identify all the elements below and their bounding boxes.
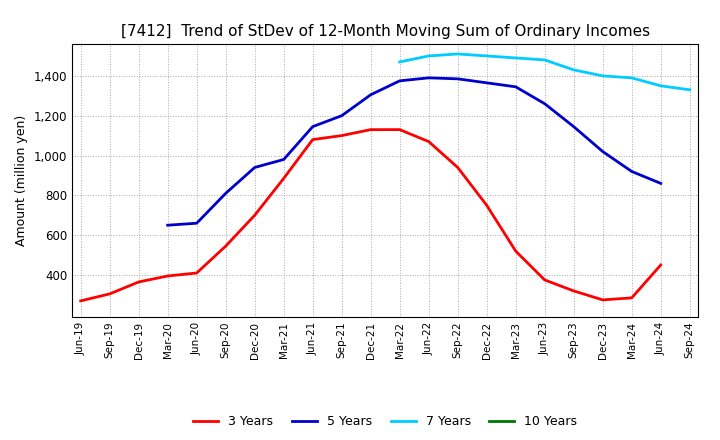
Y-axis label: Amount (million yen): Amount (million yen): [15, 115, 28, 246]
Title: [7412]  Trend of StDev of 12-Month Moving Sum of Ordinary Incomes: [7412] Trend of StDev of 12-Month Moving…: [121, 24, 649, 39]
Legend: 3 Years, 5 Years, 7 Years, 10 Years: 3 Years, 5 Years, 7 Years, 10 Years: [188, 411, 582, 433]
